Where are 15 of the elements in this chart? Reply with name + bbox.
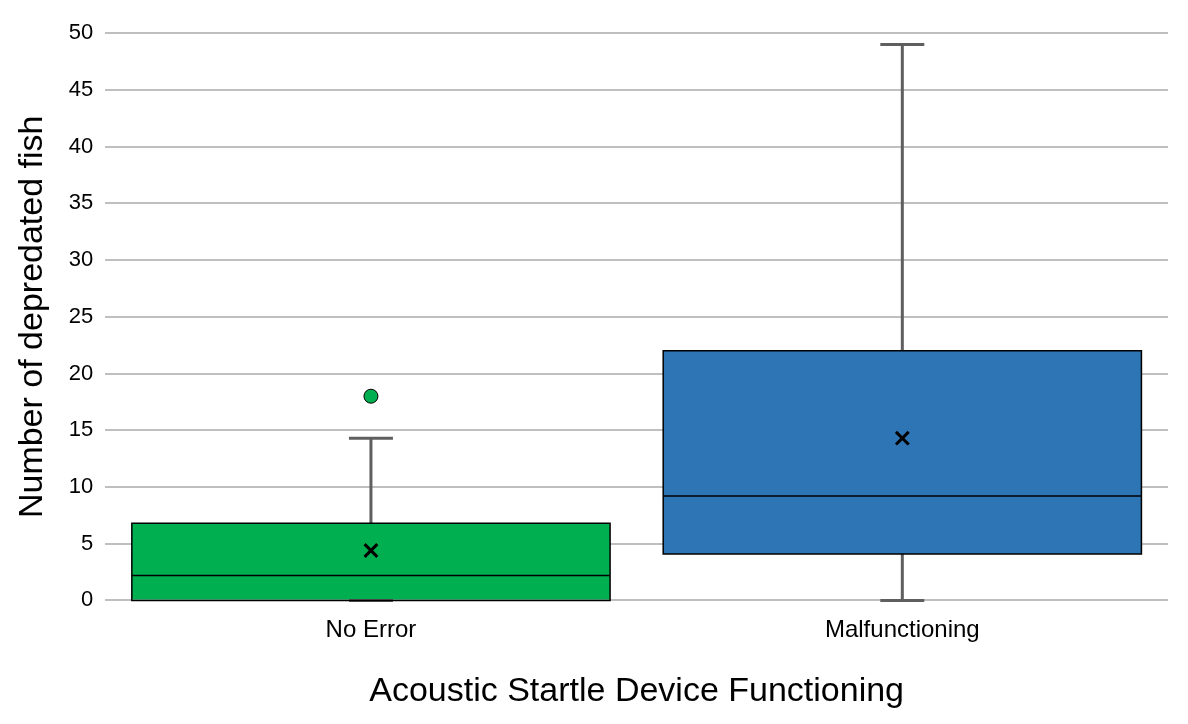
y-tick-label: 45	[68, 75, 94, 101]
y-tick-label: 0	[81, 586, 94, 612]
y-tick-label: 50	[68, 19, 94, 45]
y-tick-label: 10	[68, 473, 94, 499]
y-tick-label: 35	[68, 189, 94, 215]
y-tick-label: 5	[81, 529, 94, 555]
y-tick-label: 30	[68, 246, 94, 272]
y-tick-label: 15	[68, 416, 94, 442]
x-axis-title: Acoustic Startle Device Functioning	[369, 669, 905, 708]
x-tick-label: Malfunctioning	[824, 615, 980, 643]
y-tick-label: 20	[68, 359, 94, 385]
y-tick-label: 25	[68, 302, 94, 328]
y-axis-title: Number of depredated fish	[10, 115, 49, 519]
x-tick-label: No Error	[325, 615, 417, 643]
y-tick-label: 40	[68, 132, 94, 158]
